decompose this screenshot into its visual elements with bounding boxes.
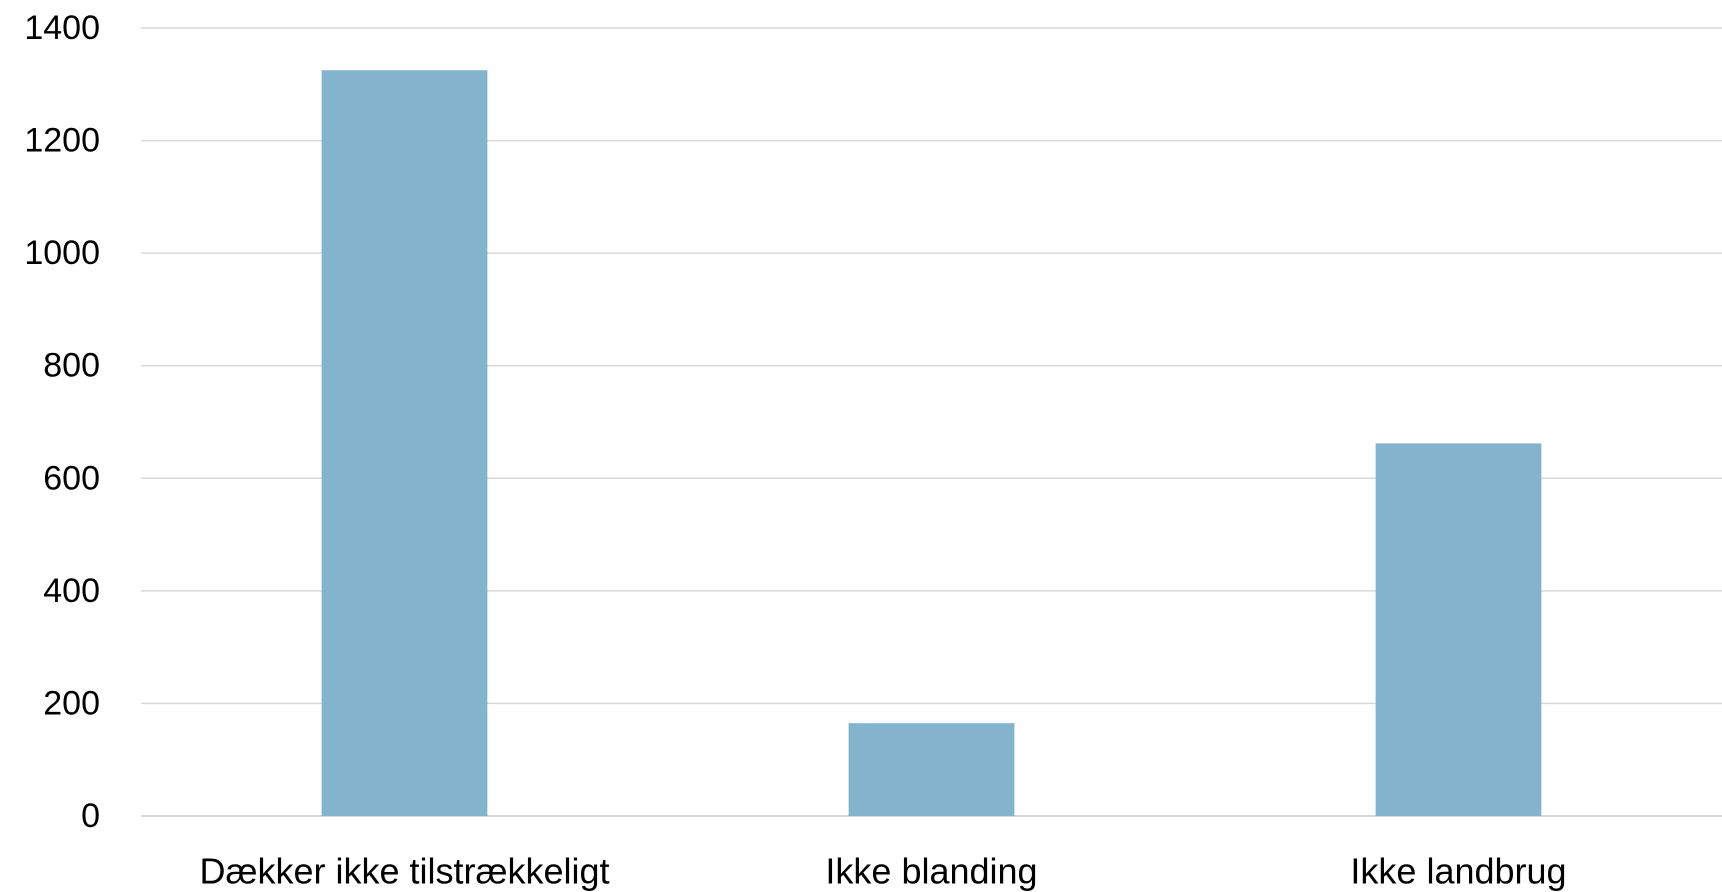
- x-category-label: Dækker ikke tilstrækkeligt: [199, 851, 609, 892]
- y-tick-label: 1200: [24, 122, 100, 160]
- y-tick-label: 200: [43, 684, 100, 722]
- x-category-label: Ikke landbrug: [1350, 851, 1566, 892]
- y-tick-label: 1400: [24, 9, 100, 47]
- x-category-label: Ikke blanding: [825, 851, 1037, 892]
- y-tick-label: 600: [43, 459, 100, 497]
- y-tick-label: 800: [43, 347, 100, 385]
- bar: [848, 723, 1015, 816]
- y-tick-label: 0: [81, 797, 100, 835]
- bars: [321, 70, 1542, 816]
- y-tick-label: 1000: [24, 234, 100, 272]
- bar: [321, 70, 488, 816]
- x-axis-category-labels: Dækker ikke tilstrækkeligt Ikke blanding I…: [199, 851, 1566, 892]
- y-tick-label: 400: [43, 572, 100, 610]
- y-axis-ticks: 0 200 400 600 800 1000 1200 1400: [24, 9, 100, 835]
- bar: [1375, 443, 1542, 816]
